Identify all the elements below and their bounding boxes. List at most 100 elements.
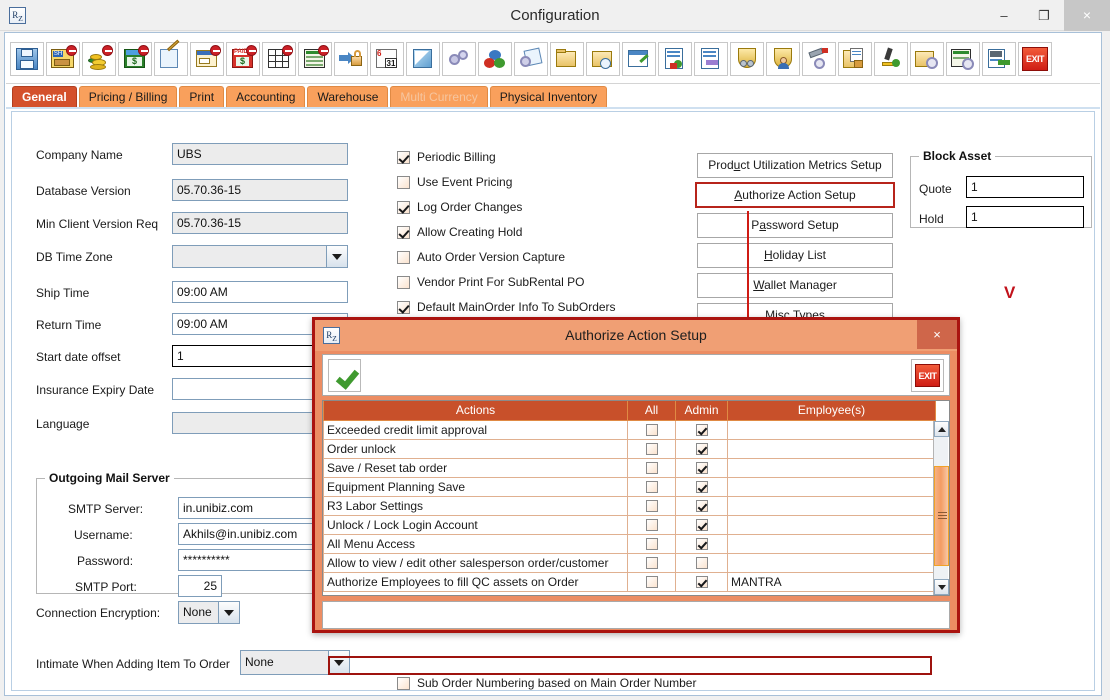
cell-admin[interactable] [675, 476, 728, 497]
button-product-utilization-metrics-setup[interactable]: Product Utilization Metrics Setup [697, 153, 893, 178]
connection-encryption-combo[interactable]: None [178, 601, 240, 624]
company-name-input[interactable]: UBS [172, 143, 348, 165]
toolbar-button-folder-settings[interactable] [910, 41, 944, 76]
cell-all[interactable] [627, 495, 676, 516]
checkbox-box[interactable] [397, 225, 410, 239]
dialog-close-button[interactable]: × [917, 320, 957, 349]
admin-checkbox[interactable] [695, 481, 708, 494]
toolbar-button-export-document[interactable] [982, 41, 1016, 76]
cell-employees[interactable] [727, 476, 936, 497]
toolbar-button-money[interactable] [82, 41, 116, 76]
cell-employees[interactable]: MANTRA [727, 571, 936, 592]
checkbox-periodic-billing[interactable]: Periodic Billing [397, 150, 496, 164]
button-wallet-manager[interactable]: Wallet Manager [697, 273, 893, 298]
admin-checkbox[interactable] [695, 443, 708, 456]
admin-checkbox[interactable] [695, 557, 708, 570]
toolbar-button-ledger[interactable] [298, 41, 332, 76]
tab-print[interactable]: Print [179, 86, 225, 108]
cell-admin[interactable] [675, 438, 728, 459]
table-row[interactable]: Allow to view / edit other salesperson o… [323, 552, 936, 573]
all-checkbox[interactable] [645, 538, 658, 551]
tab-general[interactable]: General [12, 86, 77, 108]
admin-checkbox[interactable] [695, 576, 708, 589]
block-asset-quote-input[interactable]: 1 [966, 176, 1084, 198]
admin-checkbox[interactable] [695, 424, 708, 437]
admin-checkbox[interactable] [695, 462, 708, 475]
toolbar-button-analysis[interactable] [874, 41, 908, 76]
column-header-employees[interactable]: Employee(s) [727, 401, 936, 421]
checkbox-box[interactable] [397, 150, 410, 164]
toolbar-button-security-user[interactable] [766, 41, 800, 76]
cell-all[interactable] [627, 514, 676, 535]
table-row[interactable]: Equipment Planning Save [323, 476, 936, 497]
cell-all[interactable] [627, 533, 676, 554]
toolbar-button-ledger-settings[interactable] [946, 41, 980, 76]
checkbox-use-event-pricing[interactable]: Use Event Pricing [397, 175, 512, 189]
cell-employees[interactable] [727, 495, 936, 516]
return-time-input[interactable]: 09:00 AM [172, 313, 348, 335]
all-checkbox[interactable] [645, 519, 658, 532]
cell-employees[interactable] [727, 533, 936, 554]
cell-admin[interactable] [675, 419, 728, 440]
toolbar-button-document-back[interactable] [694, 41, 728, 76]
checkbox-box[interactable] [397, 200, 410, 214]
toolbar-button-edit-note[interactable] [154, 39, 188, 76]
checkbox-default-mainorder-info[interactable]: Default MainOrder Info To SubOrders [397, 300, 616, 314]
table-row[interactable]: Save / Reset tab order [323, 457, 936, 478]
chevron-down-icon[interactable] [328, 651, 349, 674]
tab-pricing-billing[interactable]: Pricing / Billing [78, 86, 178, 108]
tab-accounting[interactable]: Accounting [226, 86, 306, 108]
min-client-version-input[interactable]: 05.70.36-15 [172, 212, 348, 234]
button-holiday-list[interactable]: Holiday List [697, 243, 893, 268]
cell-all[interactable] [627, 438, 676, 459]
toolbar-button-document-objects[interactable] [658, 41, 692, 76]
table-row[interactable]: Unlock / Lock Login Account [323, 514, 936, 535]
cell-employees[interactable] [727, 552, 936, 573]
toolbar-button-secure-folder[interactable] [838, 41, 872, 76]
toolbar-button-grid-table[interactable] [262, 41, 296, 76]
column-header-admin[interactable]: Admin [675, 401, 728, 421]
cell-employees[interactable] [727, 438, 936, 459]
tab-warehouse[interactable]: Warehouse [307, 86, 389, 108]
close-button[interactable]: × [1064, 0, 1110, 31]
intimate-adding-item-combo[interactable]: None [240, 650, 350, 675]
table-row[interactable]: R3 Labor Settings [323, 495, 936, 516]
toolbar-button-folders[interactable] [550, 41, 584, 76]
cell-admin[interactable] [675, 533, 728, 554]
all-checkbox[interactable] [645, 443, 658, 456]
toolbar-button-form-window[interactable] [190, 41, 224, 76]
toolbar-button-tag-config[interactable] [514, 41, 548, 76]
checkbox-box[interactable] [397, 275, 410, 289]
button-password-setup[interactable]: Password Setup [697, 213, 893, 238]
cell-employees[interactable] [727, 457, 936, 478]
all-checkbox[interactable] [645, 462, 658, 475]
tab-physical-inventory[interactable]: Physical Inventory [489, 86, 608, 108]
chevron-down-icon[interactable] [218, 602, 239, 623]
toolbar-button-security-scan[interactable] [730, 41, 764, 76]
table-row[interactable]: Order unlock [323, 438, 936, 459]
toolbar-button-unlock[interactable] [334, 41, 368, 76]
db-time-zone-combo[interactable] [172, 245, 348, 268]
cell-all[interactable] [627, 419, 676, 440]
username-input[interactable]: Akhils@in.unibiz.com [178, 523, 338, 545]
checkbox-box[interactable] [397, 175, 410, 189]
block-asset-hold-input[interactable]: 1 [966, 206, 1084, 228]
toolbar-button-invoice[interactable]: $ [118, 41, 152, 76]
button-authorize-action-setup[interactable]: Authorize Action Setup [695, 182, 895, 208]
all-checkbox[interactable] [645, 576, 658, 589]
checkbox-box[interactable] [397, 676, 410, 690]
cell-admin[interactable] [675, 457, 728, 478]
cell-employees[interactable] [727, 514, 936, 535]
all-checkbox[interactable] [645, 481, 658, 494]
scroll-up-icon[interactable] [934, 421, 949, 437]
toolbar-button-window-edit[interactable] [622, 41, 656, 76]
minimize-button[interactable]: – [1000, 8, 1008, 23]
checkbox-sub-order-numbering[interactable]: Sub Order Numbering based on Main Order … [397, 676, 696, 690]
toolbar-button-measure[interactable] [406, 41, 440, 76]
cell-admin[interactable] [675, 514, 728, 535]
maximize-button[interactable]: ❐ [1038, 8, 1050, 23]
all-checkbox[interactable] [645, 500, 658, 513]
admin-checkbox[interactable] [695, 538, 708, 551]
toolbar-button-tool-gear[interactable] [802, 41, 836, 76]
cell-all[interactable] [627, 552, 676, 573]
